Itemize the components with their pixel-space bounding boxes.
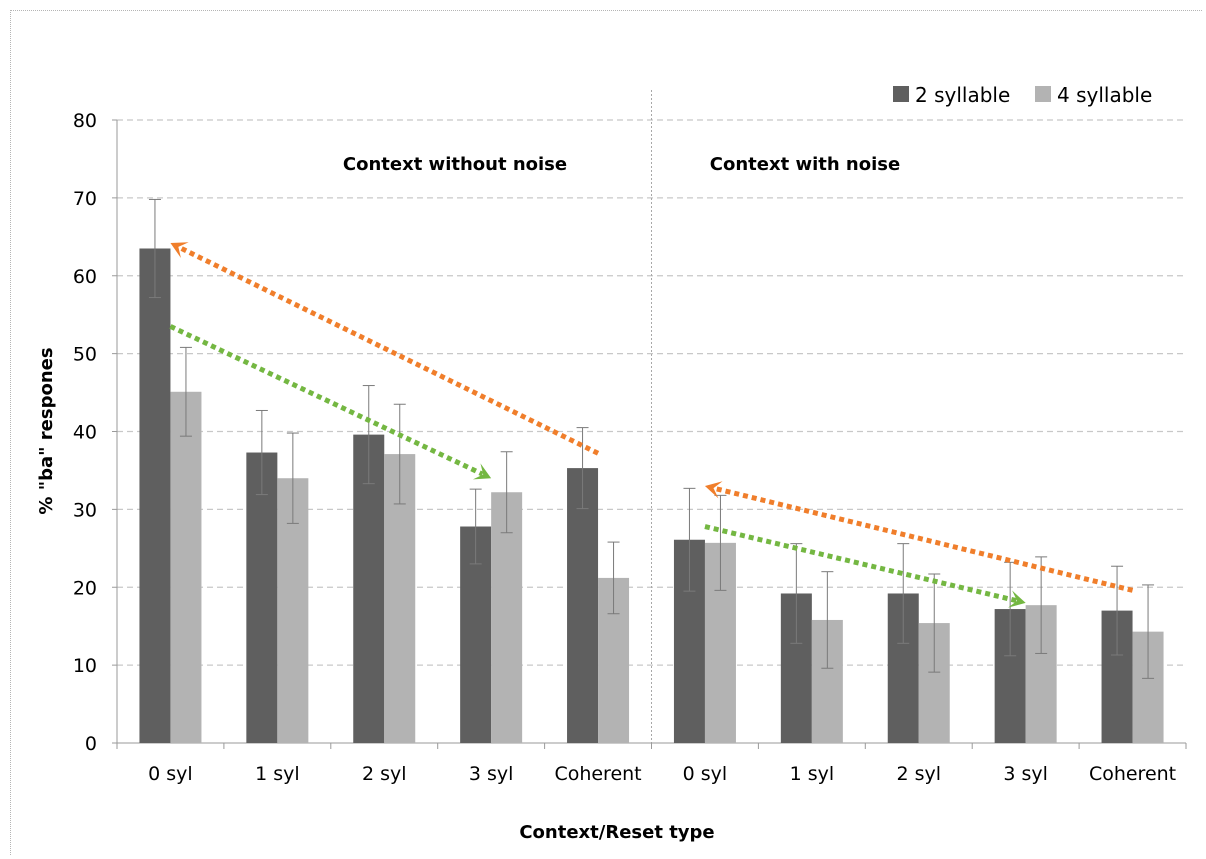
- x-tick-label-without-noise-0-syl: 0 syl: [148, 763, 193, 785]
- x-tick-labels: 0 syl 1 syl 2 syl 3 syl Coherent 0 syl 1 syl 2 …: [148, 763, 1176, 785]
- error-bar-2-syllable-1: [255, 409, 268, 496]
- x-tick-label-without-noise-3-syl: 3 syl: [469, 763, 514, 785]
- panel-label-with-noise: Context with noise: [710, 154, 900, 175]
- trend-arrow-1: [169, 324, 492, 480]
- error-bar-2-syllable-5: [683, 487, 696, 592]
- error-bar-4-syllable-6: [821, 571, 834, 669]
- error-bar-2-syllable-2: [362, 385, 375, 485]
- x-tick-label-without-noise-coherent: Coherent: [554, 763, 641, 785]
- x-tick-label-without-noise-1-syl: 1 syl: [255, 763, 300, 785]
- y-tick-label-60: 60: [73, 266, 97, 288]
- bar-2-syllable-4: [567, 468, 599, 743]
- error-bars: [148, 198, 1155, 679]
- arrow-head: [170, 242, 189, 258]
- error-bar-2-syllable-4: [576, 427, 589, 510]
- x-axis-title: Context/Reset type: [519, 822, 714, 843]
- legend-swatch-2-syllable: [893, 86, 909, 102]
- error-bar-4-syllable-1: [286, 432, 299, 524]
- arrow-head: [1008, 590, 1026, 608]
- error-bar-4-syllable-7: [928, 573, 941, 673]
- error-bar-2-syllable-0: [148, 198, 161, 299]
- arrow-head: [472, 463, 492, 480]
- error-bar-4-syllable-8: [1035, 556, 1048, 654]
- error-bar-4-syllable-4: [607, 541, 620, 615]
- y-tick-label-80: 80: [73, 110, 97, 132]
- y-tick-label-50: 50: [73, 344, 97, 366]
- y-tick-label-0: 0: [85, 733, 97, 755]
- error-bar-4-syllable-9: [1142, 584, 1155, 679]
- arrow-shaft: [177, 245, 600, 456]
- y-axis-title: % "ba" respones: [36, 347, 57, 514]
- error-bar-4-syllable-0: [179, 346, 192, 437]
- y-tick-labels: 0 10 20 30 40 50 60 70 80: [73, 110, 97, 755]
- error-bar-2-syllable-9: [1111, 565, 1124, 656]
- error-bar-2-syllable-3: [469, 488, 482, 565]
- arrow-shaft: [169, 324, 484, 477]
- chart-frame: [10, 10, 1202, 855]
- x-tick-label-with-noise-1-syl: 1 syl: [790, 763, 835, 785]
- bar-2-syllable-1: [246, 452, 278, 743]
- y-tick-label-30: 30: [73, 499, 97, 521]
- legend-swatch-4-syllable: [1035, 86, 1051, 102]
- y-tick-label-10: 10: [73, 655, 97, 677]
- legend: 2 syllable 4 syllable: [893, 83, 1152, 107]
- bar-4-syllable-3: [491, 492, 523, 743]
- error-bar-2-syllable-6: [790, 543, 803, 644]
- y-tick-label-70: 70: [73, 188, 97, 210]
- x-tick-label-with-noise-0-syl: 0 syl: [683, 763, 728, 785]
- y-tick-label-20: 20: [73, 577, 97, 599]
- trend-arrow-2: [704, 481, 1134, 593]
- x-tick-label-with-noise-3-syl: 3 syl: [1003, 763, 1048, 785]
- trend-arrows: [169, 242, 1134, 608]
- legend-label-4-syllable: 4 syllable: [1057, 83, 1152, 107]
- panel-label-without-noise: Context without noise: [343, 154, 567, 175]
- arrow-head: [704, 481, 723, 499]
- bar-2-syllable-0: [139, 248, 171, 743]
- x-tick-label-with-noise-coherent: Coherent: [1089, 763, 1176, 785]
- bar-4-syllable-0: [170, 391, 202, 743]
- y-tick-label-40: 40: [73, 422, 97, 444]
- legend-label-2-syllable: 2 syllable: [915, 83, 1010, 107]
- trend-arrow-0: [170, 242, 600, 456]
- error-bar-2-syllable-7: [897, 543, 910, 644]
- x-tick-label-without-noise-2-syl: 2 syl: [362, 763, 407, 785]
- arrow-shaft: [713, 485, 1134, 593]
- error-bar-4-syllable-2: [393, 403, 406, 505]
- bar-2-syllable-2: [353, 434, 385, 743]
- arrow-shaft: [704, 524, 1017, 604]
- x-tick-label-with-noise-2-syl: 2 syl: [896, 763, 941, 785]
- trend-arrow-3: [704, 524, 1026, 608]
- error-bar-4-syllable-3: [500, 451, 513, 534]
